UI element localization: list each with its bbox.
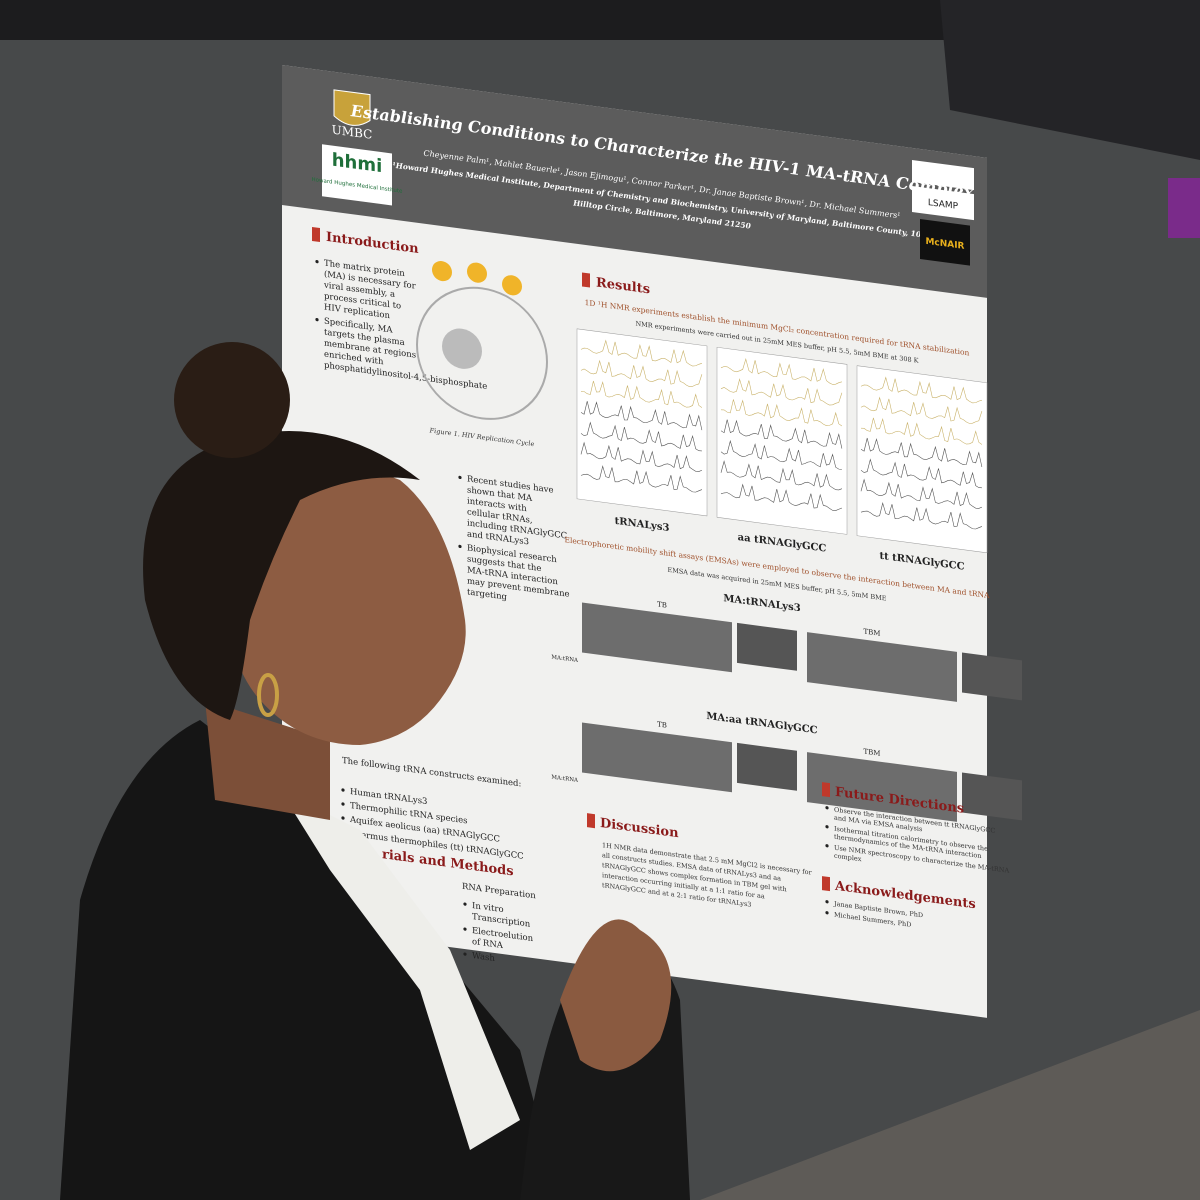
gel-image <box>807 632 957 702</box>
bullet <box>315 317 319 322</box>
gel-buffer: TB <box>657 719 667 729</box>
bullet <box>463 902 467 906</box>
heading-marker <box>582 272 590 288</box>
person <box>60 342 690 1200</box>
virion <box>502 275 522 296</box>
shield-logo <box>333 89 371 126</box>
spectrum <box>720 378 843 406</box>
sign <box>1168 178 1200 238</box>
spectrum <box>860 501 983 530</box>
blouse <box>280 790 520 1150</box>
logo-text: LSAMP <box>928 198 959 212</box>
spectrum <box>580 465 703 493</box>
bullet <box>458 544 462 549</box>
gel-buffer: TB <box>657 599 667 609</box>
bullet <box>458 475 462 480</box>
bullet <box>825 911 829 915</box>
nmr-panel <box>576 328 708 517</box>
poster-header <box>282 65 987 298</box>
hhmi-logo <box>322 144 392 206</box>
nucleus <box>442 328 482 369</box>
gel-image <box>962 772 1022 821</box>
bullet <box>341 816 345 820</box>
spectrum <box>720 399 843 427</box>
heading-marker <box>587 813 595 829</box>
bullet-text: Wash <box>472 951 495 964</box>
spectrum <box>860 478 983 509</box>
earring <box>257 673 279 717</box>
bullet <box>825 825 829 829</box>
spectrum <box>720 357 843 385</box>
poster: UMBC hhmi Howard Hughes Medical Institut… <box>282 65 1022 1018</box>
virion <box>467 262 487 283</box>
gel-axis-label: MA:tRNA <box>551 774 579 784</box>
spectrum <box>720 419 843 449</box>
hands <box>560 919 672 1072</box>
gel-axis-label: MA:tRNA <box>551 654 579 664</box>
hair <box>143 431 421 720</box>
background-dark <box>840 0 1200 160</box>
floor <box>700 1010 1200 1200</box>
nmr-panel <box>716 346 848 535</box>
bullet-text: Biophysical researchsuggests that theMA-… <box>467 543 570 610</box>
bullet <box>825 900 829 904</box>
hair-bun <box>174 342 290 458</box>
gel-image <box>962 652 1022 701</box>
virion <box>432 260 452 282</box>
heading-marker <box>822 876 830 892</box>
spectrum <box>580 421 702 452</box>
bullet <box>825 806 829 810</box>
spectrum <box>720 439 842 470</box>
spectrum <box>580 380 703 408</box>
jacket <box>60 720 560 1200</box>
heading-marker <box>822 782 830 798</box>
gel-image <box>582 722 732 793</box>
gel-image <box>737 622 797 671</box>
bullet <box>315 259 319 264</box>
gel-image <box>807 752 957 822</box>
spectrum <box>580 401 703 431</box>
nmr-panel <box>856 365 988 554</box>
logo <box>912 159 974 191</box>
spectrum <box>580 441 703 472</box>
gel-buffer: TBM <box>864 627 881 638</box>
bullet <box>463 952 467 956</box>
mcnair-logo <box>920 218 970 266</box>
spectrum <box>720 483 843 511</box>
gel-image <box>737 742 797 791</box>
bullet-text: Recent studies haveshown that MAinteract… <box>467 474 567 552</box>
spectrum <box>580 359 703 387</box>
bullet <box>341 788 345 792</box>
bullet <box>463 927 467 931</box>
spectrum <box>860 458 982 489</box>
lsamp-logo <box>912 185 974 221</box>
spectrum <box>860 437 983 468</box>
gel-image <box>582 602 732 673</box>
spectrum <box>720 460 843 491</box>
bullet <box>825 844 829 848</box>
spectrum <box>860 396 983 424</box>
spectrum <box>860 376 983 404</box>
logo-text: UMBC <box>332 123 373 142</box>
heading-marker <box>312 226 320 243</box>
cell-diagram <box>416 286 548 420</box>
spectrum <box>580 339 703 367</box>
bullet <box>341 802 345 806</box>
section-heading: Results <box>596 275 650 297</box>
spectrum <box>860 417 983 445</box>
bullet-list: Recent studies haveshown that MAinteract… <box>458 474 570 610</box>
gel-buffer: TBM <box>864 747 881 758</box>
